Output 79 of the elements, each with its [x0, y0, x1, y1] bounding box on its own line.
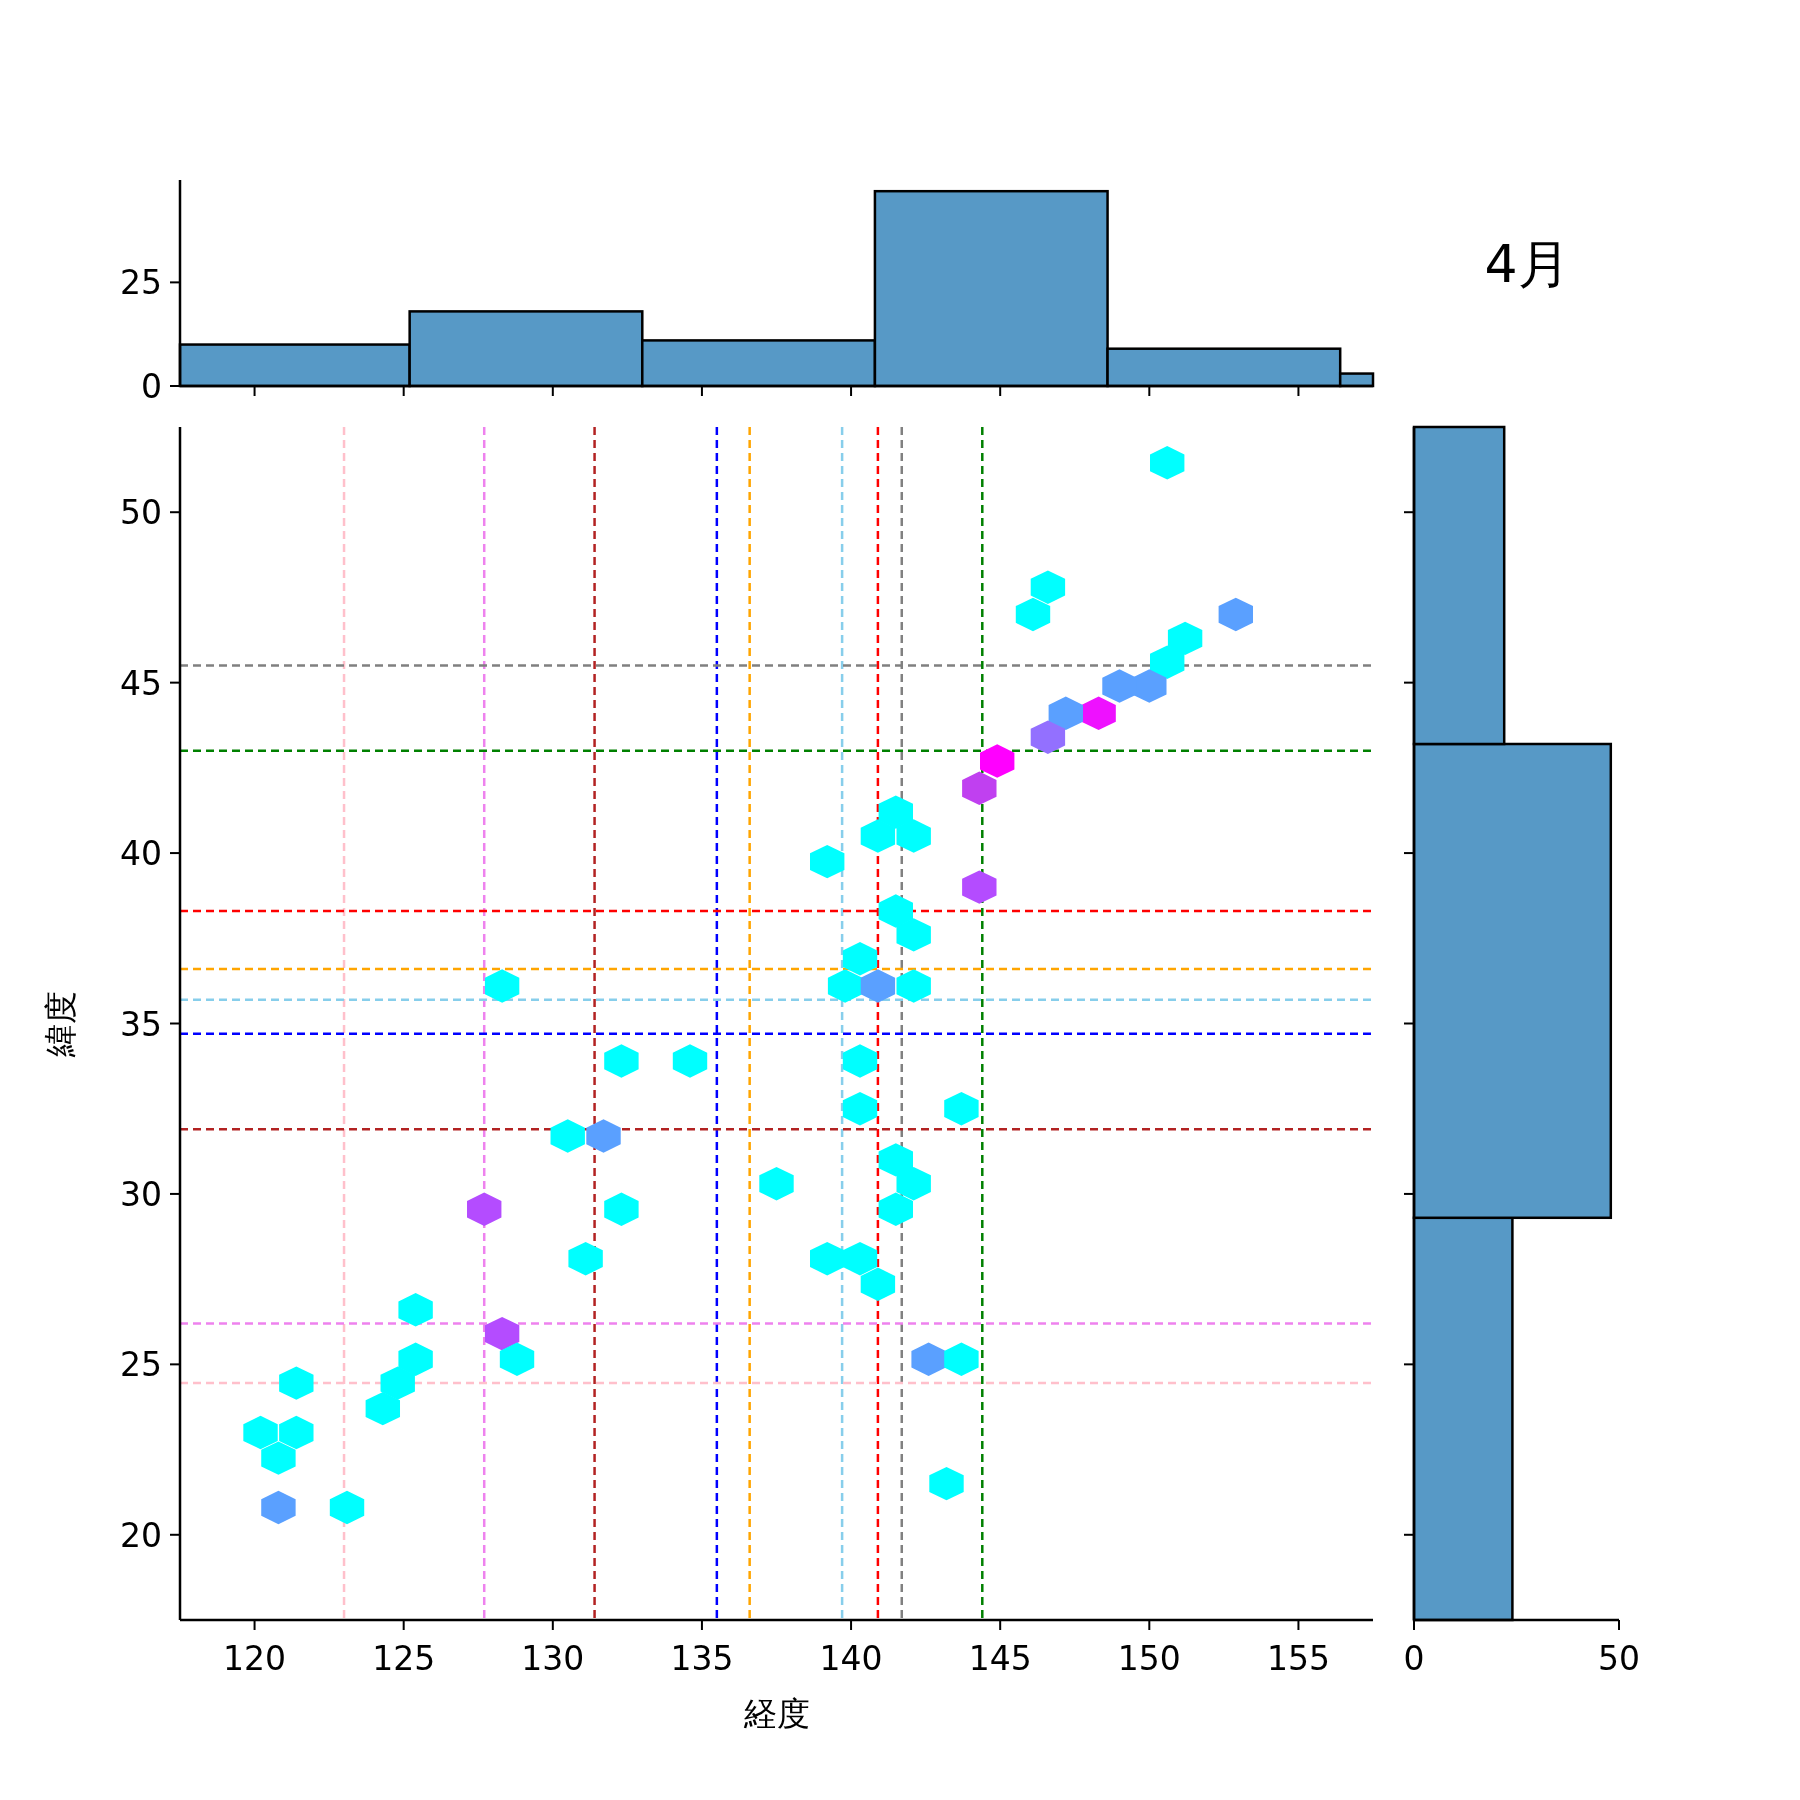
point [810, 844, 845, 879]
point [860, 969, 896, 1003]
point [398, 1293, 433, 1327]
point [1081, 696, 1116, 731]
point [929, 1466, 964, 1501]
x-tick-label: 130 [521, 1639, 585, 1678]
point [484, 1316, 520, 1351]
point [243, 1415, 278, 1450]
y-tick-label: 50 [120, 493, 162, 533]
y-tick-label: 0 [141, 367, 162, 406]
point [842, 1092, 878, 1126]
point [380, 1366, 415, 1400]
x-tick-label: 155 [1266, 1639, 1330, 1678]
point [1015, 597, 1051, 632]
point [878, 795, 913, 829]
point [896, 918, 931, 952]
point [1132, 669, 1167, 703]
point [467, 1192, 502, 1226]
point [484, 969, 520, 1003]
point [1048, 696, 1083, 731]
point [911, 1342, 946, 1376]
y-axis-title: 緯度 [41, 990, 80, 1058]
point [842, 1241, 878, 1276]
y-tick-label: 25 [120, 1345, 162, 1385]
point [568, 1241, 603, 1276]
x-tick-label: 145 [968, 1639, 1032, 1678]
point [842, 942, 878, 976]
point [499, 1342, 535, 1376]
point [1167, 621, 1203, 656]
y-tick-label: 40 [120, 834, 162, 874]
point [896, 819, 931, 853]
point [261, 1490, 296, 1525]
point [962, 771, 997, 806]
x-tick-label: 0 [1403, 1639, 1425, 1678]
x-tick-label: 120 [223, 1639, 287, 1678]
point [1030, 570, 1066, 604]
point [672, 1044, 708, 1078]
point [980, 744, 1015, 778]
point [896, 1167, 931, 1201]
point [365, 1391, 401, 1426]
point [962, 870, 997, 904]
point [842, 1044, 878, 1078]
x-tick-label: 125 [372, 1639, 436, 1678]
point [827, 969, 863, 1003]
point [759, 1167, 794, 1201]
point [878, 1192, 913, 1226]
x-axis-title: 経度 [742, 1694, 810, 1733]
point [604, 1044, 639, 1078]
point [1150, 645, 1185, 679]
point [279, 1415, 314, 1450]
point [604, 1192, 639, 1226]
point [261, 1441, 296, 1475]
x-tick-label: 140 [819, 1639, 883, 1678]
point [398, 1342, 433, 1376]
point [329, 1490, 365, 1525]
y-tick-label: 20 [120, 1515, 162, 1555]
point [878, 894, 913, 928]
y-tick-label: 25 [120, 263, 162, 303]
point [896, 969, 931, 1003]
point [550, 1119, 585, 1153]
point [860, 819, 896, 853]
point [878, 1143, 913, 1177]
point [810, 1241, 845, 1276]
x-tick-label: 50 [1598, 1639, 1640, 1678]
point [860, 1267, 896, 1301]
point [1218, 597, 1254, 632]
y-tick-label: 35 [120, 1004, 162, 1044]
point [1030, 720, 1066, 754]
point [1150, 446, 1185, 480]
text: 4月 [1484, 234, 1570, 294]
x-tick-label: 135 [670, 1639, 734, 1678]
point [1102, 669, 1137, 703]
point [279, 1366, 314, 1400]
x-tick-label: 150 [1117, 1639, 1181, 1678]
point [944, 1092, 979, 1126]
y-tick-label: 45 [120, 663, 162, 703]
y-tick-label: 30 [120, 1174, 162, 1214]
point [944, 1342, 979, 1376]
point [586, 1119, 621, 1153]
